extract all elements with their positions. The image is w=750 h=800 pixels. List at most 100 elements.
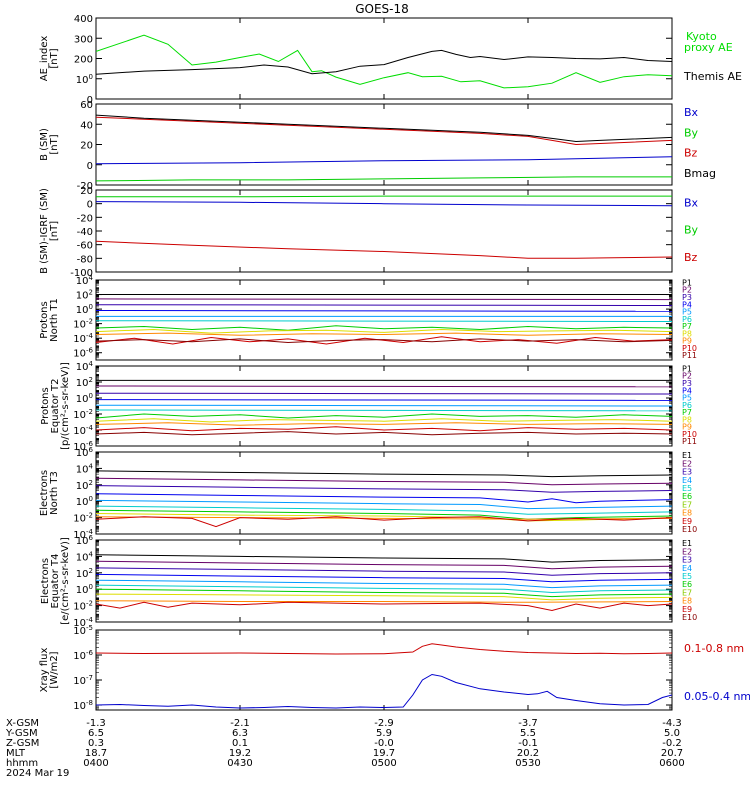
legend-label: E3 xyxy=(682,468,692,477)
series-e1 xyxy=(96,554,672,563)
footer-value: 20.7 xyxy=(661,748,683,759)
y-axis-title: B (SM)[nT] xyxy=(39,128,60,161)
y-tick-label: 60 xyxy=(80,100,93,111)
footer-value: -2.9 xyxy=(374,718,394,729)
footer-value: 0430 xyxy=(227,758,252,769)
y-tick-label: 20 xyxy=(80,141,93,152)
series-p6 xyxy=(96,409,672,412)
legend-label: P4 xyxy=(682,386,692,395)
series-e6 xyxy=(96,505,672,515)
series-p4 xyxy=(96,399,672,401)
series-e9 xyxy=(96,516,672,520)
y-axis-title: AE_index[nT] xyxy=(39,36,60,82)
footer-value: 0.1 xyxy=(232,738,248,749)
legend-label: E8 xyxy=(682,597,692,606)
legend-label: E3 xyxy=(682,556,692,565)
legend-label: E6 xyxy=(682,492,692,501)
y-axis-title-line: [p/(cm²-s-sr-keV)] xyxy=(60,362,71,450)
y-axis-title: ElectronsEquator T4[e/(cm²-s-sr-keV)] xyxy=(40,537,71,625)
legend-label: Bx xyxy=(684,196,699,209)
series-p6 xyxy=(96,320,672,322)
series-p4 xyxy=(96,310,672,312)
legend-label: P8 xyxy=(682,415,692,424)
footer-value: 5.9 xyxy=(376,728,392,739)
footer-value: 0500 xyxy=(371,758,396,769)
y-tick-label: 40 xyxy=(80,120,93,131)
series-bz xyxy=(96,116,672,146)
series-by xyxy=(96,195,672,198)
legend-label: E2 xyxy=(682,459,692,468)
legend-label: proxy AE xyxy=(684,41,733,54)
y-tick-label: -60 xyxy=(77,241,93,252)
series-e9 xyxy=(96,600,672,603)
legend-label: P7 xyxy=(682,408,692,417)
legend-label: Bmag xyxy=(684,167,716,180)
series-bx xyxy=(96,201,672,207)
footer-value: 6.3 xyxy=(232,728,248,739)
legend-label: E5 xyxy=(682,484,692,493)
series-p10 xyxy=(96,426,672,432)
y-axis-title-line: [nT] xyxy=(49,221,60,241)
footer-value: -4.3 xyxy=(662,718,682,729)
footer-value: -0.0 xyxy=(374,738,394,749)
footer-value: -3.7 xyxy=(518,718,538,729)
footer-row-label: MLT xyxy=(6,748,26,759)
series-p11 xyxy=(96,338,672,344)
series-p8 xyxy=(96,418,672,423)
legend-label: 0.1-0.8 nm xyxy=(684,642,744,655)
y-axis-title-line: Electrons xyxy=(40,558,51,604)
series-p11 xyxy=(96,431,672,436)
series-p3 xyxy=(96,392,672,395)
footer-row-label: X-GSM xyxy=(6,718,39,729)
y-axis-title-line: Electrons xyxy=(39,470,50,516)
legend-label: E4 xyxy=(682,564,692,573)
y-axis-title-line: Xray flux xyxy=(39,648,50,693)
legend-label: P10 xyxy=(682,430,697,439)
legend-label: E9 xyxy=(682,517,692,526)
y-tick-label: 0 xyxy=(87,95,93,106)
y-tick-label: 400 xyxy=(74,14,93,25)
footer-value: 0400 xyxy=(83,758,108,769)
y-axis-title-line: B (SM)-IGRF (SM) xyxy=(39,188,50,274)
series-by xyxy=(96,176,672,182)
legend-label: P7 xyxy=(682,322,692,331)
legend-label: Bx xyxy=(684,106,699,119)
series-p8 xyxy=(96,328,672,334)
series-p9 xyxy=(96,422,672,426)
series-p7 xyxy=(96,325,672,331)
footer-value: 5.0 xyxy=(664,728,680,739)
series-p5 xyxy=(96,404,672,407)
legend-label: P8 xyxy=(682,329,692,338)
legend-label: P4 xyxy=(682,300,692,309)
y-axis-title: B (SM)-IGRF (SM)[nT] xyxy=(39,188,60,274)
legend-label: E5 xyxy=(682,572,692,581)
legend-label: E10 xyxy=(682,525,697,534)
footer-value: -0.2 xyxy=(662,738,682,749)
series-e8 xyxy=(96,513,672,522)
legend-label: Bz xyxy=(684,147,698,160)
footer-value: 0530 xyxy=(515,758,540,769)
series-e7 xyxy=(96,509,672,520)
series-themis-ae xyxy=(96,49,672,75)
series-e5 xyxy=(96,499,672,510)
y-axis-title-line: Equator T2 xyxy=(50,379,61,434)
footer-value: 19.2 xyxy=(229,748,251,759)
series-bx xyxy=(96,156,672,165)
y-axis-title-line: B (SM) xyxy=(39,128,50,161)
footer-row-label: hhmm xyxy=(6,758,38,769)
y-tick-label: 200 xyxy=(74,55,93,66)
legend-label: E1 xyxy=(682,451,692,460)
legend-label: By xyxy=(684,224,699,237)
legend-label: P2 xyxy=(682,372,692,381)
footer-value: 5.5 xyxy=(520,728,536,739)
legend-label: P10 xyxy=(682,344,697,353)
legend-label: P11 xyxy=(682,437,697,446)
series-p9 xyxy=(96,332,672,336)
legend-label: P1 xyxy=(682,364,692,373)
y-tick-label: 0 xyxy=(87,161,93,172)
